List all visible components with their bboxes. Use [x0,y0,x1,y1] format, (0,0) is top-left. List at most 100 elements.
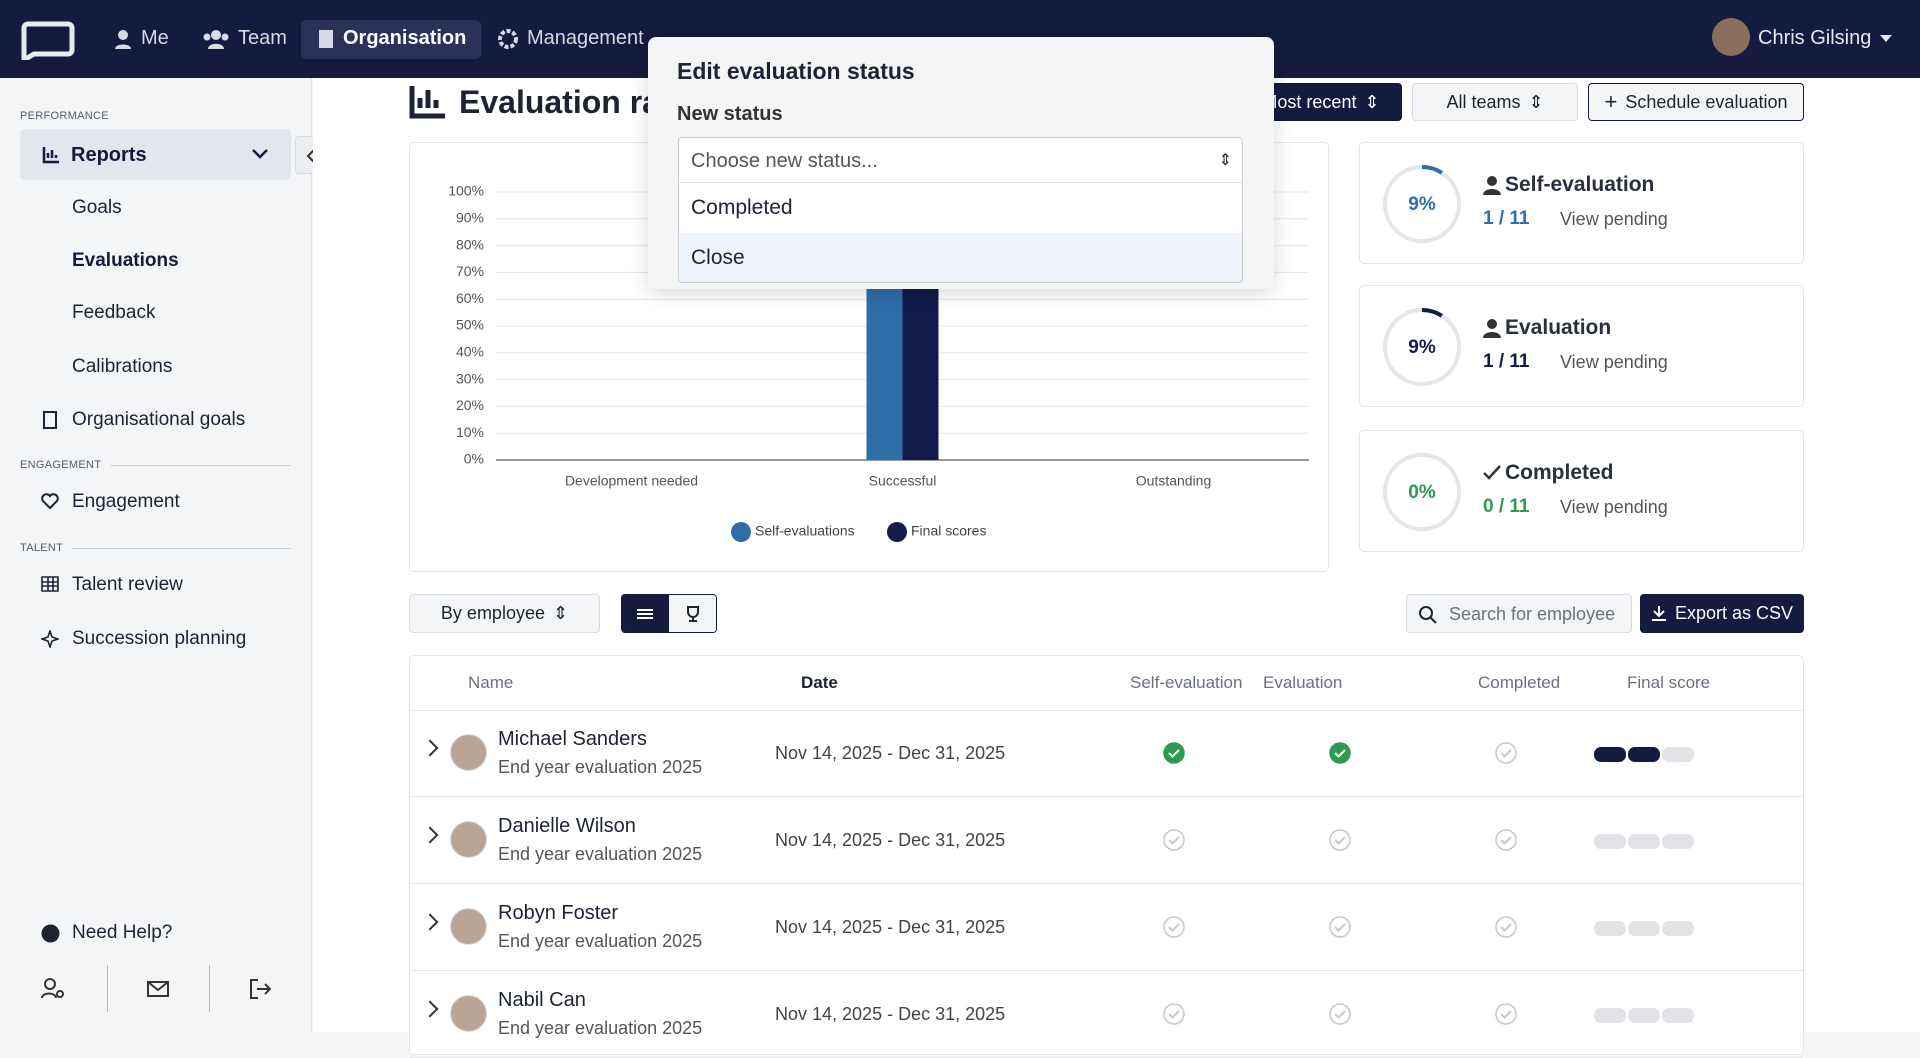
y-tick-label: 60% [456,290,484,306]
menu-item[interactable]: Evaluations [72,250,179,271]
menu-item[interactable]: Goals [72,197,122,218]
ranking-view-button[interactable] [669,595,716,632]
list-view-button[interactable] [622,595,669,632]
divider [72,548,291,549]
option[interactable]: Close [679,233,1242,282]
menu-item[interactable]: Organisational goals [72,409,246,430]
y-tick-label: 0% [464,451,484,467]
legend-marker [731,522,751,542]
menu-item[interactable]: Succession planning [72,628,247,649]
team-select[interactable]: All teams ⇕ [1412,83,1578,121]
divider [107,965,108,1012]
option-label: Completed [691,196,793,219]
column-header[interactable]: Self-evaluation [1130,673,1243,692]
status-circle [1329,829,1351,851]
status-icon [1329,916,1351,938]
modal-title: Edit evaluation status [677,58,915,84]
search-input[interactable]: Search for employee [1406,594,1632,633]
table-row[interactable]: Nabil Can End year evaluation 2025 Nov 14,… [410,971,1803,1058]
stat-link[interactable]: View pending [1560,352,1668,372]
group-select[interactable]: By employee ⇕ [409,594,600,633]
icon [41,630,59,648]
status-circle [1163,916,1185,938]
user-avatar[interactable] [1712,18,1750,56]
column-header[interactable]: Evaluation [1263,673,1343,692]
user-menu[interactable]: Chris Gilsing [1758,27,1893,50]
score-segment [1628,921,1660,936]
icon [41,493,59,509]
modal: Edit evaluation status New status Choose… [648,37,1274,289]
status-check [1334,1010,1346,1019]
export-label: Export as CSV [1674,603,1794,623]
expand-icon[interactable] [421,1000,439,1018]
group-label: By employee [440,603,545,623]
stat-link[interactable]: View pending [1560,497,1668,517]
status-icon [1163,916,1185,938]
menu-item[interactable]: Feedback [72,302,156,323]
legend-label[interactable]: Self-evaluations [755,523,855,539]
settings-button[interactable] [41,978,65,1000]
icon-shape [1483,465,1501,480]
menu-item[interactable]: Calibrations [72,356,173,377]
ring-label: 0% [1408,482,1436,503]
ring-arc [1383,308,1461,386]
select-box[interactable]: Choose new status... ⇕ [679,138,1242,183]
logout-button[interactable] [249,979,271,999]
menu-item[interactable]: Engagement [72,491,180,512]
employee-name: Robyn Foster [498,902,619,924]
select-placeholder: Choose new status... [691,150,878,172]
score-segment [1628,834,1660,849]
table-row[interactable]: Michael Sanders End year evaluation 2025 N… [410,710,1803,797]
expand-icon[interactable] [421,739,439,757]
status-icon [1329,829,1351,851]
nav-item[interactable]: Management [498,27,644,50]
y-tick-label: 40% [456,344,484,360]
stat-icon [1483,176,1501,195]
stat-link[interactable]: View pending [1560,209,1668,229]
x-tick-label: Successful [869,473,937,489]
stat-count: 1 / 11 [1483,208,1530,229]
schedule-label: Schedule evaluation [1625,91,1788,112]
column-header[interactable]: Final score [1627,673,1711,692]
status-circle [1329,1003,1351,1025]
help-link[interactable]: Need Help? [72,922,173,943]
x-tick-label: Development needed [565,473,698,489]
nav-item[interactable]: Organisation [318,27,466,50]
employee-name: Danielle Wilson [498,815,636,837]
mail-button[interactable] [147,981,169,997]
nav-label: Organisation [343,27,467,49]
sort-label: Most recent [1262,91,1357,112]
menu-item[interactable]: Talent review [72,574,183,595]
status-select: Choose new status... ⇕ Completed Close [678,137,1243,283]
status-check [1334,923,1346,932]
status-check [1500,836,1512,845]
option[interactable]: Completed [679,183,1242,233]
nav-item[interactable]: Me [114,27,169,50]
column-header[interactable]: Date [801,673,838,692]
table-row[interactable]: Robyn Foster End year evaluation 2025 Nov … [410,884,1803,971]
status-check [1500,749,1512,758]
avatar [450,734,487,771]
legend-label[interactable]: Final scores [911,523,986,539]
icon [41,576,59,592]
expand-icon[interactable] [421,826,439,844]
status-icon [1495,1003,1517,1025]
schedule-button[interactable]: + Schedule evaluation [1588,83,1804,121]
column-header[interactable]: Name [468,673,514,692]
export-button[interactable]: Export as CSV [1640,594,1804,633]
stat-card: 9% Evaluation 1 / 11 View pending [1359,285,1804,407]
evaluation-name: End year evaluation 2025 [498,757,703,777]
expand-icon[interactable] [421,913,439,931]
legend-marker [887,522,907,542]
stat-title: Self-evaluation [1505,173,1655,196]
nav-item[interactable]: Team [203,27,287,50]
reports-item[interactable]: Reports [20,129,291,180]
status-icon [1495,916,1517,938]
column-header[interactable]: Completed [1478,673,1561,692]
section-label: ENGAGEMENT [20,459,102,471]
table-row[interactable]: Danielle Wilson End year evaluation 2025 N… [410,797,1803,884]
icon-shape [1483,319,1501,338]
evaluation-name: End year evaluation 2025 [498,931,703,951]
ring-label: 9% [1408,337,1436,358]
